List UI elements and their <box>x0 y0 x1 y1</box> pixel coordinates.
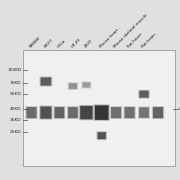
Text: 293T: 293T <box>84 39 94 49</box>
FancyBboxPatch shape <box>138 90 150 99</box>
FancyBboxPatch shape <box>67 106 79 119</box>
FancyBboxPatch shape <box>68 82 78 90</box>
FancyBboxPatch shape <box>138 106 150 119</box>
Text: Mouse heart: Mouse heart <box>99 28 120 49</box>
Text: MCF7: MCF7 <box>43 38 54 49</box>
Text: Mouse skeletal muscle: Mouse skeletal muscle <box>113 13 149 49</box>
FancyBboxPatch shape <box>94 104 110 121</box>
FancyBboxPatch shape <box>95 105 109 120</box>
Text: 25KD: 25KD <box>10 130 22 134</box>
Text: HT-29: HT-29 <box>70 37 81 49</box>
FancyBboxPatch shape <box>139 107 149 118</box>
FancyBboxPatch shape <box>123 106 136 119</box>
Text: 100KD: 100KD <box>7 68 22 72</box>
FancyBboxPatch shape <box>111 107 121 118</box>
Text: COPS3: COPS3 <box>179 107 180 111</box>
Text: 35KD: 35KD <box>10 118 22 122</box>
FancyBboxPatch shape <box>40 76 52 87</box>
FancyBboxPatch shape <box>55 107 64 118</box>
FancyBboxPatch shape <box>139 91 149 98</box>
FancyBboxPatch shape <box>125 107 135 118</box>
Text: SW480: SW480 <box>29 35 42 49</box>
Text: HeLa: HeLa <box>57 39 67 49</box>
Text: 55KD: 55KD <box>10 92 22 96</box>
FancyBboxPatch shape <box>53 106 65 119</box>
FancyBboxPatch shape <box>79 105 94 120</box>
FancyBboxPatch shape <box>153 107 163 118</box>
FancyBboxPatch shape <box>39 106 53 120</box>
FancyBboxPatch shape <box>41 77 51 86</box>
Text: 40KD: 40KD <box>10 107 22 111</box>
FancyBboxPatch shape <box>82 82 90 88</box>
Text: 70KD: 70KD <box>10 81 22 85</box>
FancyBboxPatch shape <box>40 107 51 119</box>
Text: Rat heart: Rat heart <box>127 32 143 49</box>
FancyBboxPatch shape <box>96 131 107 140</box>
FancyBboxPatch shape <box>110 106 122 119</box>
FancyBboxPatch shape <box>81 81 91 89</box>
Bar <box>23 50 175 166</box>
FancyBboxPatch shape <box>69 83 77 89</box>
FancyBboxPatch shape <box>26 107 37 118</box>
FancyBboxPatch shape <box>25 106 38 119</box>
FancyBboxPatch shape <box>80 106 93 119</box>
FancyBboxPatch shape <box>98 132 106 139</box>
Text: Rat brain: Rat brain <box>141 33 157 49</box>
FancyBboxPatch shape <box>68 107 78 118</box>
FancyBboxPatch shape <box>152 106 164 119</box>
